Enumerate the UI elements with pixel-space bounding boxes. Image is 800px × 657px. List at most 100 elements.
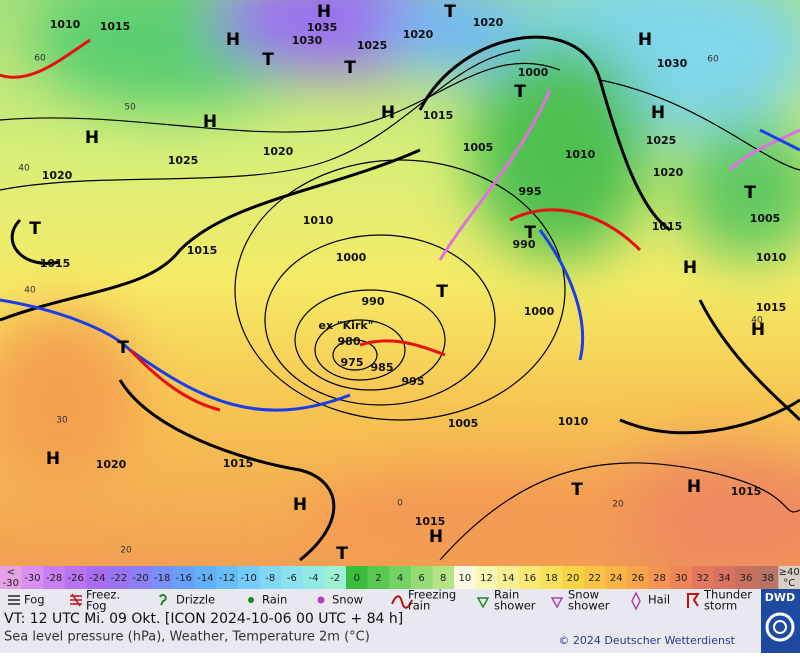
scale-cell [432,566,455,589]
isotherm-label: 40 [751,316,763,326]
pressure-label: 1025 [168,154,199,167]
scale-label: -20 [132,573,148,584]
pressure-center: H [638,30,652,50]
legend-label: Freez. [86,588,120,602]
pressure-label: 1015 [187,244,218,257]
pressure-center: H [687,477,701,497]
isotherm-label: 20 [120,546,132,556]
pressure-label: 985 [371,361,394,374]
scale-cell [0,566,23,589]
scale-label: -2 [330,573,340,584]
pressure-label: 1000 [524,305,555,318]
legend-icon [631,591,641,611]
copyright: © 2024 Deutscher Wetterdienst [558,634,735,647]
valid-time: VT: 12 UTC Mi. 09 Okt. [ICON 2024-10-06 … [4,611,403,627]
scale-cell [648,566,671,589]
scale-label: -30 [24,573,40,584]
legend-label: Freezing [408,588,456,602]
scale-label: 2 [375,573,381,584]
scale-label: -12 [219,573,235,584]
pressure-center: T [436,282,448,302]
pressure-label: 990 [362,295,385,308]
pressure-center: T [344,58,356,78]
scale-label: 0 [354,573,360,584]
pressure-label: 1000 [336,251,367,264]
weather-legend: Fog Freez.Fog Drizzle Rain Snow FreezingrainR… [8,588,752,613]
description: Sea level pressure (hPa), Weather, Tempe… [4,630,370,645]
pressure-label: 1030 [657,57,688,70]
pressure-label: 1025 [357,39,388,52]
pressure-label: 1010 [756,251,787,264]
scale-cell [108,566,131,589]
scale-cell [475,566,498,589]
pressure-label: 980 [338,335,361,348]
legend-icon [70,593,82,607]
pressure-center: H [226,30,240,50]
isotherm-label: 30 [56,416,68,426]
pressure-center: T [262,50,274,70]
scale-label: 14 [502,573,515,584]
scale-cell [43,566,66,589]
scale-cell [583,566,606,589]
pressure-label: 995 [402,375,425,388]
scale-label: 12 [480,573,493,584]
scale-cell [302,566,325,589]
isotherm-label: 60 [34,54,46,64]
pressure-label: 1020 [263,145,294,158]
scale-cell [756,566,779,589]
scale-cell [64,566,87,589]
scale-label: -16 [176,573,192,584]
pressure-label: 1020 [96,458,127,471]
pressure-label: 1020 [403,28,434,41]
pressure-center: T [117,338,129,358]
pressure-label: 1015 [40,257,71,270]
legend-label: Thunder [703,588,752,602]
pressure-label: 1015 [731,485,762,498]
scale-label: 32 [696,573,709,584]
scale-label: 18 [545,573,558,584]
pressure-center: T [444,2,456,22]
pressure-center: H [683,258,697,278]
scale-cell [216,566,239,589]
legend-label: Fog [86,599,107,613]
scale-cell [21,566,44,589]
pressure-center: T [29,219,41,239]
scale-cell [627,566,650,589]
pressure-center: H [317,2,331,22]
legend-label: Snow [332,593,363,607]
legend-icon [550,597,564,609]
scale-cell [259,566,282,589]
isotherm-label: 20 [612,500,624,510]
pressure-label: 1010 [565,148,596,161]
scale-label: -4 [309,573,319,584]
pressure-label: 975 [341,356,364,369]
scale-cell [389,566,412,589]
pressure-center: H [751,320,765,340]
isotherm-label: 60 [707,55,719,65]
scale-cell [172,566,196,589]
pressure-label: 1005 [750,212,781,225]
scale-label: 26 [631,573,644,584]
legend-icon [476,597,490,609]
footer-band [0,589,800,653]
pressure-center: H [203,112,217,132]
scale-label: -10 [240,573,256,584]
scale-cell [86,566,109,589]
legend-label: Snow [568,588,599,602]
scale-cell [151,566,174,589]
scale-label: -28 [46,573,62,584]
scale-label: 8 [440,573,446,584]
scale-cell [281,566,304,589]
pressure-label: 1035 [307,21,338,34]
scale-cell [735,566,758,589]
legend-label: Fog [24,593,45,607]
scale-label: 6 [418,573,424,584]
scale-cell [237,566,260,589]
scale-label: -22 [111,573,127,584]
scale-cell [497,566,520,589]
pressure-center: H [85,128,99,148]
scale-label: -18 [154,573,170,584]
pressure-label: 1020 [42,169,73,182]
legend-icon [248,597,254,603]
